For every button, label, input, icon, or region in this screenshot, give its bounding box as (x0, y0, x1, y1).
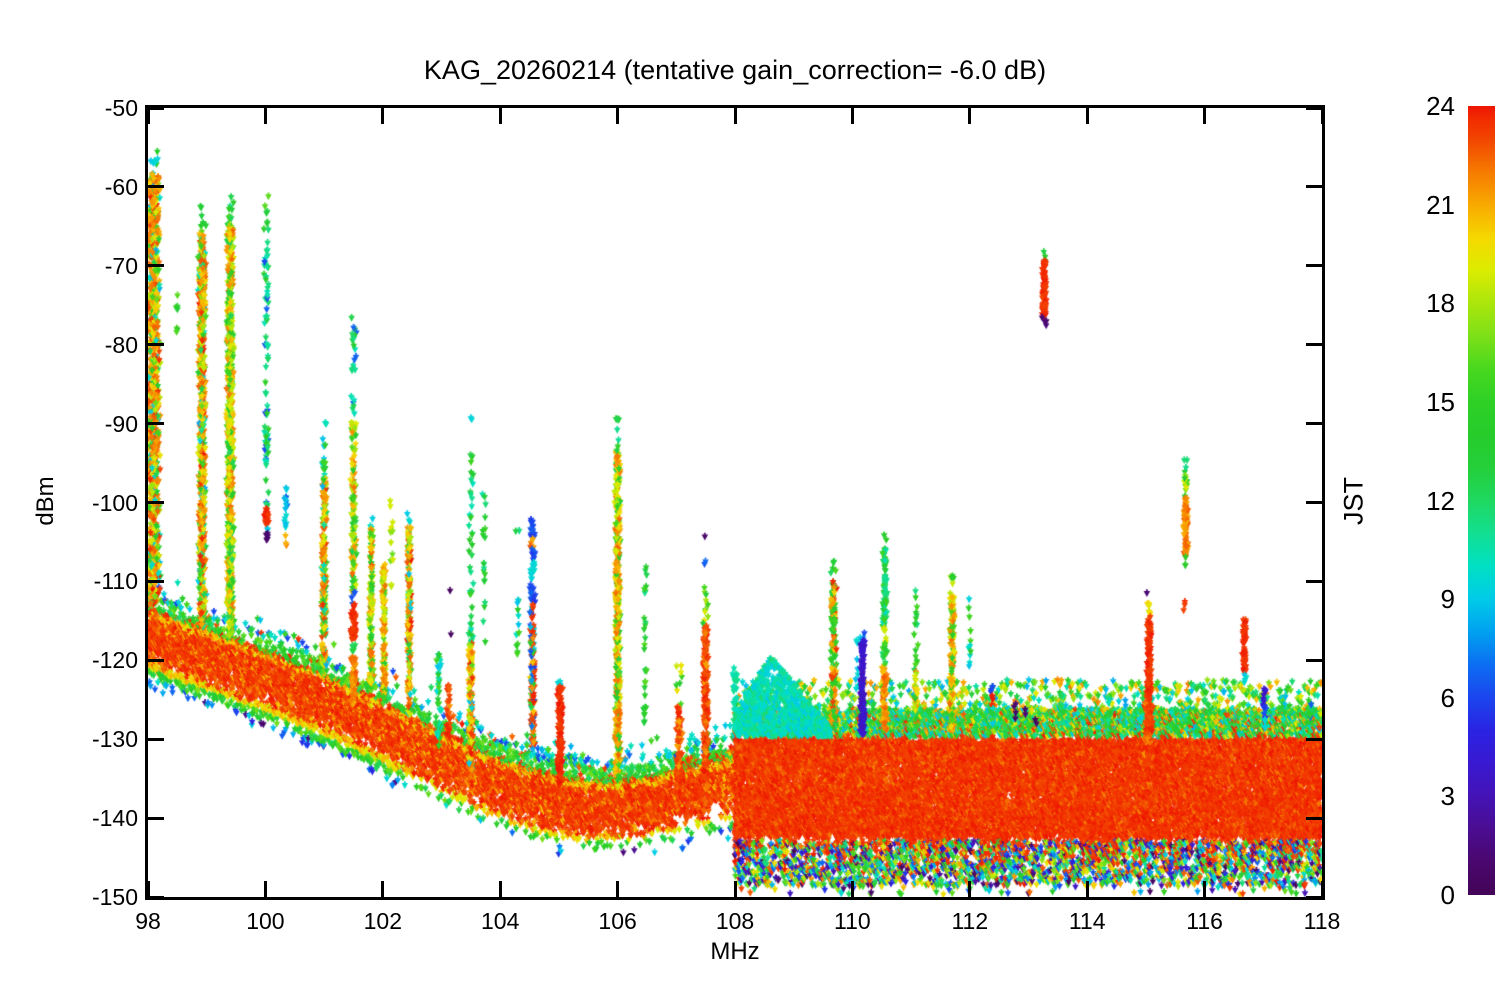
y-tick-mark-right (1306, 343, 1322, 347)
colorbar-tick-label: 24 (1426, 91, 1455, 121)
y-tick-mark-right (1306, 422, 1322, 426)
x-tick-mark-top (850, 108, 854, 124)
y-tick-mark-left (148, 737, 164, 741)
y-tick-mark-left (148, 422, 164, 426)
colorbar-tick-label: 0 (1440, 880, 1455, 910)
x-tick-mark-bottom (1203, 881, 1207, 897)
y-tick-label: -90 (104, 410, 138, 437)
y-tick-mark-left (148, 658, 164, 662)
x-tick-label: 110 (834, 908, 871, 934)
chart-title: KAG_20260214 (tentative gain_correction=… (423, 55, 1047, 85)
x-tick-label: 114 (1068, 908, 1106, 934)
colorbar-tick-label: 6 (1440, 682, 1455, 713)
x-tick-label: 116 (1186, 908, 1223, 934)
y-tick-label: -50 (104, 95, 138, 121)
x-tick-mark-bottom (263, 881, 267, 897)
x-tick-label: 108 (715, 908, 755, 934)
x-tick-mark-bottom (850, 881, 854, 897)
y-tick-mark-right (1306, 816, 1322, 820)
x-tick-mark-top (381, 108, 385, 124)
y-tick-mark-right (1306, 895, 1322, 899)
y-tick-mark-left (148, 106, 164, 110)
y-tick-mark-left (148, 895, 164, 899)
y-tick-mark-right (1306, 579, 1322, 583)
colorbar-tick-label: 9 (1440, 584, 1455, 615)
x-tick-label: 100 (246, 908, 285, 934)
colorbar-tick-label: 21 (1426, 189, 1455, 220)
colorbar-axis-label: JST (1338, 476, 1369, 526)
x-tick-mark-top (1320, 108, 1324, 124)
x-tick-mark-bottom (616, 881, 620, 897)
x-tick-mark-bottom (146, 881, 150, 897)
x-tick-mark-top (1203, 108, 1207, 124)
x-tick-mark-top (263, 108, 267, 124)
x-axis-label: MHz (710, 938, 760, 965)
y-tick-label: -80 (104, 331, 138, 358)
x-tick-mark-bottom (498, 881, 502, 897)
y-tick-mark-left (148, 185, 164, 189)
colorbar-tick-label: 3 (1440, 781, 1455, 812)
y-tick-label: -150 (91, 884, 138, 910)
x-tick-mark-top (968, 108, 972, 124)
y-tick-label: -110 (93, 568, 138, 595)
plot-frame (145, 105, 1325, 900)
x-tick-mark-top (616, 108, 620, 124)
y-tick-mark-left (148, 501, 164, 504)
x-tick-label: 98 (135, 908, 161, 934)
x-tick-mark-bottom (968, 881, 972, 897)
x-tick-mark-top (146, 108, 150, 124)
colorbar-tick-label: 15 (1426, 386, 1455, 417)
x-tick-mark-top (733, 108, 737, 124)
x-tick-mark-bottom (733, 881, 737, 897)
y-tick-mark-left (148, 343, 164, 347)
y-tick-mark-right (1306, 658, 1322, 662)
y-tick-label: -70 (104, 252, 138, 279)
x-tick-mark-bottom (381, 881, 385, 897)
x-tick-mark-top (498, 108, 502, 124)
plot-canvas (148, 108, 1322, 897)
y-tick-mark-right (1306, 106, 1322, 110)
x-tick-label: 102 (363, 908, 402, 934)
colorbar-tick-label: 18 (1426, 288, 1455, 319)
y-tick-mark-right (1306, 185, 1322, 189)
colorbar-strip (1468, 106, 1495, 895)
y-tick-mark-right (1306, 501, 1322, 504)
y-tick-mark-left (148, 579, 164, 583)
y-tick-label: -140 (91, 805, 138, 832)
x-tick-mark-bottom (1085, 881, 1089, 897)
colorbar-tick-label: 12 (1426, 485, 1455, 516)
x-tick-label: 112 (951, 908, 989, 934)
x-tick-label: 118 (1303, 908, 1341, 934)
y-tick-label: -60 (104, 173, 138, 200)
y-tick-label: -120 (91, 647, 138, 674)
y-tick-label: -130 (91, 726, 138, 753)
y-tick-mark-right (1306, 264, 1322, 268)
y-tick-label: -100 (91, 489, 138, 516)
y-axis-label: dBm (32, 476, 59, 526)
x-tick-label: 104 (481, 908, 520, 934)
y-tick-mark-left (148, 264, 164, 268)
y-tick-mark-left (148, 816, 164, 820)
x-tick-mark-bottom (1320, 881, 1324, 897)
x-tick-mark-top (1085, 108, 1089, 124)
y-tick-mark-right (1306, 737, 1322, 741)
x-tick-label: 106 (598, 908, 637, 934)
